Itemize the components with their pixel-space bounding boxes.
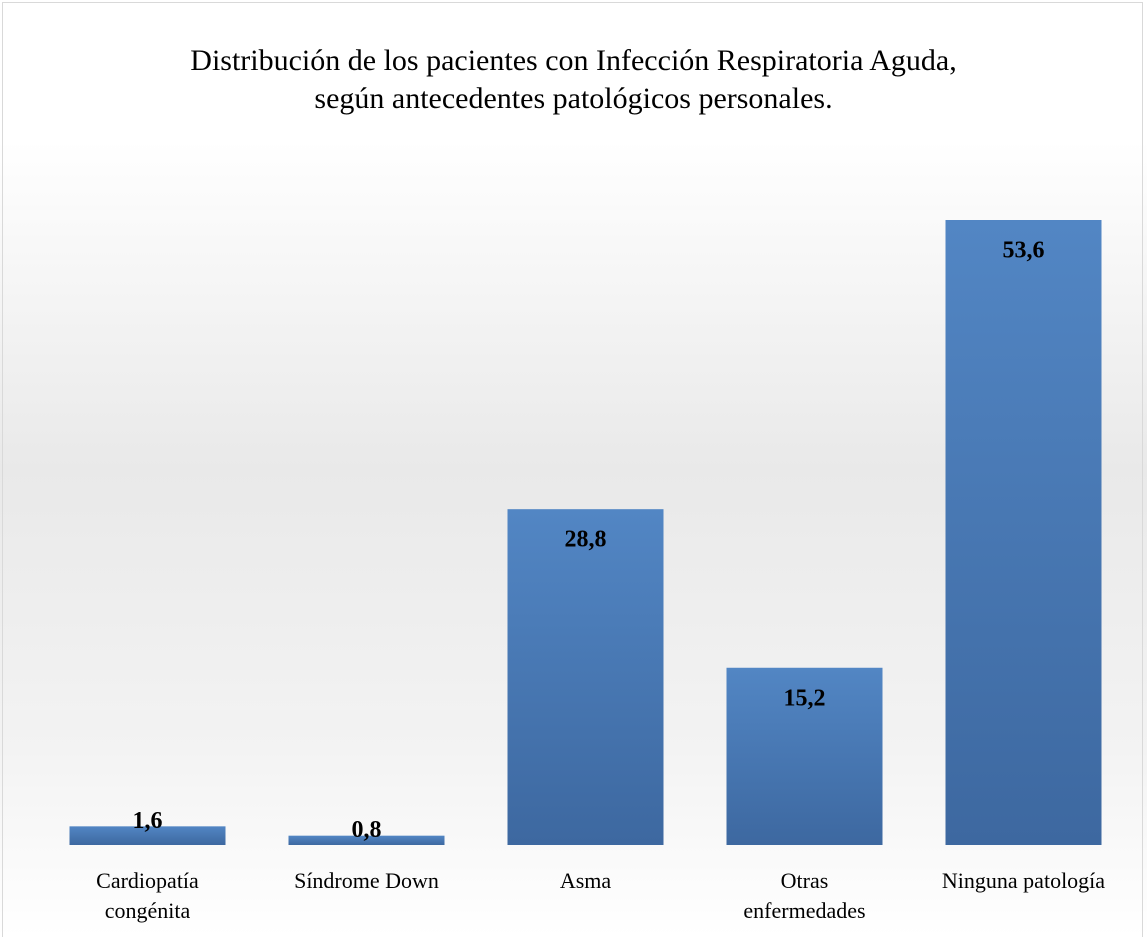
data-label: 0,8 — [352, 817, 382, 843]
x-tick-label: Ninguna patología — [941, 868, 1106, 893]
data-label: 28,8 — [565, 527, 607, 553]
bar — [945, 220, 1102, 845]
bar — [726, 667, 883, 845]
data-label: 1,6 — [133, 808, 163, 834]
x-tick-label: Otras enfermedades — [743, 868, 866, 923]
data-label: 53,6 — [1003, 238, 1045, 264]
bar — [288, 835, 445, 845]
x-tick-label: Cardiopatía congénita — [96, 868, 199, 923]
data-label: 15,2 — [784, 685, 826, 711]
x-tick-label: Asma — [559, 868, 612, 893]
x-tick-label: Síndrome Down — [294, 868, 439, 893]
bar — [69, 826, 226, 845]
bar — [507, 509, 664, 845]
chart-title: Distribución de los pacientes con Infecc… — [190, 44, 957, 115]
